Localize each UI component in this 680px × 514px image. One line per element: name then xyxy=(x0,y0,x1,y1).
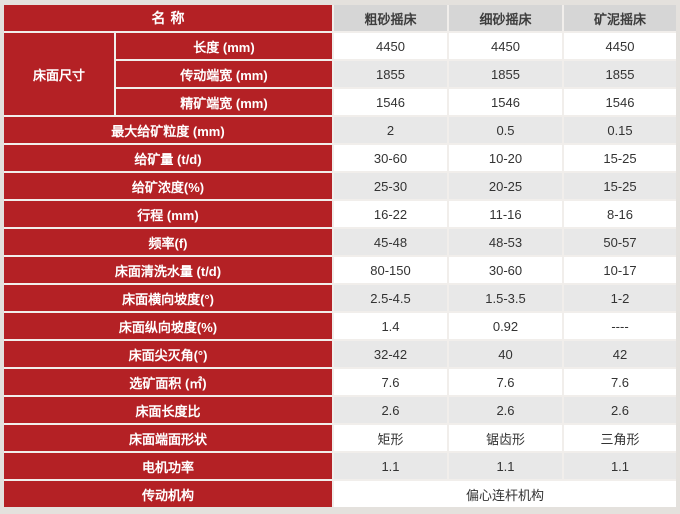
row-label-feed-concentration: 给矿浓度(%) xyxy=(4,173,332,199)
column-header-coarse-sand-table: 粗砂摇床 xyxy=(334,5,447,31)
row-label-length: 长度 (mm) xyxy=(116,33,332,59)
row-label-bed-length-ratio: 床面长度比 xyxy=(4,397,332,423)
value-cell: 1855 xyxy=(449,61,562,87)
row-label-drive-end-width: 传动端宽 (mm) xyxy=(116,61,332,87)
row-label-bed-wash-water: 床面清洗水量 (t/d) xyxy=(4,257,332,283)
header-name-label: 名称 xyxy=(151,10,190,26)
value-cell: 50-57 xyxy=(564,229,676,255)
value-cell: 7.6 xyxy=(449,369,562,395)
spec-table: 名称 粗砂摇床 细砂摇床 矿泥摇床 床面尺寸 长度 (mm) 4450 4450… xyxy=(4,5,676,507)
value-cell: 1.5-3.5 xyxy=(449,285,562,311)
row-label-concentrate-end-width: 精矿端宽 (mm) xyxy=(116,89,332,115)
value-cell: 1855 xyxy=(564,61,676,87)
value-cell: 30-60 xyxy=(449,257,562,283)
value-cell: 48-53 xyxy=(449,229,562,255)
column-header-fine-sand-table: 细砂摇床 xyxy=(449,5,562,31)
value-cell: 4450 xyxy=(564,33,676,59)
value-cell: 20-25 xyxy=(449,173,562,199)
row-label-transmission-mechanism: 传动机构 xyxy=(4,481,332,507)
row-label-bed-end-shape: 床面端面形状 xyxy=(4,425,332,451)
row-label-taper-angle: 床面尖灭角(°) xyxy=(4,341,332,367)
value-cell: 4450 xyxy=(334,33,447,59)
value-cell: 8-16 xyxy=(564,201,676,227)
value-cell: 25-30 xyxy=(334,173,447,199)
value-cell: 32-42 xyxy=(334,341,447,367)
value-cell: 1546 xyxy=(564,89,676,115)
row-label-stroke: 行程 (mm) xyxy=(4,201,332,227)
group-label-bed-size: 床面尺寸 xyxy=(4,33,114,115)
value-cell: 2 xyxy=(334,117,447,143)
value-cell: 1546 xyxy=(334,89,447,115)
value-cell: 45-48 xyxy=(334,229,447,255)
value-cell: 4450 xyxy=(449,33,562,59)
value-cell: 7.6 xyxy=(334,369,447,395)
row-label-sorting-area: 选矿面积 (㎡) xyxy=(4,369,332,395)
value-cell: 矩形 xyxy=(334,425,447,451)
value-cell: 1.1 xyxy=(449,453,562,479)
value-cell: 16-22 xyxy=(334,201,447,227)
header-name-cell: 名称 xyxy=(4,5,332,31)
value-cell: 10-17 xyxy=(564,257,676,283)
row-label-frequency: 频率(f) xyxy=(4,229,332,255)
value-cell: 40 xyxy=(449,341,562,367)
value-cell: 0.92 xyxy=(449,313,562,339)
value-cell: 80-150 xyxy=(334,257,447,283)
value-cell: 11-16 xyxy=(449,201,562,227)
value-cell: 三角形 xyxy=(564,425,676,451)
value-cell: 2.6 xyxy=(449,397,562,423)
value-cell: 2.6 xyxy=(334,397,447,423)
value-cell: 10-20 xyxy=(449,145,562,171)
value-cell: 2.6 xyxy=(564,397,676,423)
value-cell: 42 xyxy=(564,341,676,367)
row-label-motor-power: 电机功率 xyxy=(4,453,332,479)
value-cell: 1.1 xyxy=(334,453,447,479)
value-cell: 0.15 xyxy=(564,117,676,143)
value-cell: 1.4 xyxy=(334,313,447,339)
value-cell: 锯齿形 xyxy=(449,425,562,451)
transmission-mechanism-value: 偏心连杆机构 xyxy=(334,481,676,507)
row-label-max-feed-particle-size: 最大给矿粒度 (mm) xyxy=(4,117,332,143)
value-cell: 2.5-4.5 xyxy=(334,285,447,311)
row-label-longitudinal-slope: 床面纵向坡度(%) xyxy=(4,313,332,339)
value-cell: 15-25 xyxy=(564,145,676,171)
row-label-transverse-slope: 床面横向坡度(°) xyxy=(4,285,332,311)
row-label-feed-capacity: 给矿量 (t/d) xyxy=(4,145,332,171)
value-cell: 1546 xyxy=(449,89,562,115)
value-cell: 15-25 xyxy=(564,173,676,199)
value-cell: 1855 xyxy=(334,61,447,87)
value-cell: ---- xyxy=(564,313,676,339)
value-cell: 1-2 xyxy=(564,285,676,311)
value-cell: 30-60 xyxy=(334,145,447,171)
value-cell: 0.5 xyxy=(449,117,562,143)
value-cell: 1.1 xyxy=(564,453,676,479)
column-header-slime-table: 矿泥摇床 xyxy=(564,5,676,31)
value-cell: 7.6 xyxy=(564,369,676,395)
